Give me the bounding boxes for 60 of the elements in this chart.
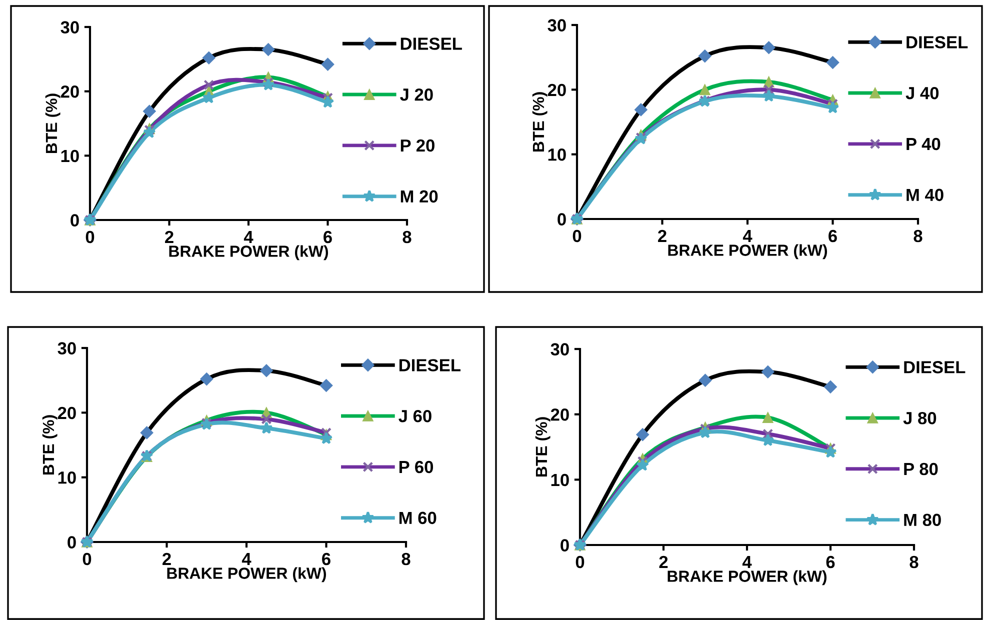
y-tick-label: 20 [550,408,569,421]
x-tick-label: 8 [402,230,412,244]
x-tick-label: 4 [742,556,752,568]
x-axis-title: BRAKE POWER (kW) [169,245,328,260]
x-tick-label: 6 [324,230,332,244]
y-axis-title: BTE (%) [45,94,60,154]
y-tick-label: 30 [58,342,76,354]
legend-label: DIESEL [904,361,966,374]
legend-label: P 40 [906,138,940,150]
y-tick-label: 20 [548,84,566,96]
legend-label: J 40 [906,86,939,100]
x-tick-label: 4 [244,231,254,243]
legend-label: DIESEL [400,38,462,50]
legend-label: M 60 [399,512,436,524]
legend-label: M 40 [906,188,944,202]
legend-label: DIESEL [906,36,968,48]
y-tick-label: 0 [558,213,566,226]
x-tick-label: 2 [658,230,666,242]
y-tick-label: 30 [60,21,79,34]
x-tick-label: 6 [828,230,837,242]
legend-label: P 60 [399,460,434,474]
legend-label: DIESEL [399,359,460,372]
x-tick-label: 2 [165,230,174,243]
x-tick-label: 2 [659,556,668,568]
x-tick-label: 8 [402,552,410,566]
x-tick-label: 6 [322,552,330,566]
x-tick-label: 2 [162,552,171,565]
legend-label: M 20 [400,190,438,203]
x-axis-title: BRAKE POWER (kW) [167,567,326,582]
x-tick-label: 0 [86,230,94,244]
x-tick-label: 0 [572,230,582,242]
y-tick-label: 10 [548,148,566,161]
y-axis-title: BTE (%) [42,415,58,475]
x-axis-title: BRAKE POWER (kW) [668,570,827,586]
x-tick-label: 4 [242,553,252,565]
y-tick-label: 10 [61,150,79,162]
y-tick-label: 0 [70,214,79,226]
y-axis-title: BTE (%) [532,92,548,152]
legend-label: J 60 [398,410,432,422]
y-tick-label: 10 [551,474,569,486]
legend-label: P 20 [400,139,434,152]
y-axis-title: BTE (%) [535,417,550,477]
x-tick-label: 6 [826,556,835,568]
y-tick-label: 0 [560,539,569,552]
y-tick-label: 20 [60,86,79,98]
x-tick-label: 4 [742,230,752,242]
legend-label: J 20 [400,88,433,101]
y-tick-label: 10 [58,472,76,484]
legend-label: M 80 [904,514,941,526]
legend-label: J 80 [903,412,936,424]
x-tick-label: 0 [576,556,584,568]
x-tick-label: 0 [82,552,92,566]
legend-label: P 80 [904,462,938,476]
x-axis-title: BRAKE POWER (kW) [668,244,828,260]
x-tick-label: 8 [910,556,918,568]
x-tick-label: 8 [914,230,922,242]
y-tick-label: 20 [58,406,76,420]
y-tick-label: 0 [68,536,76,548]
y-tick-label: 30 [550,343,569,356]
y-tick-label: 30 [548,19,566,32]
